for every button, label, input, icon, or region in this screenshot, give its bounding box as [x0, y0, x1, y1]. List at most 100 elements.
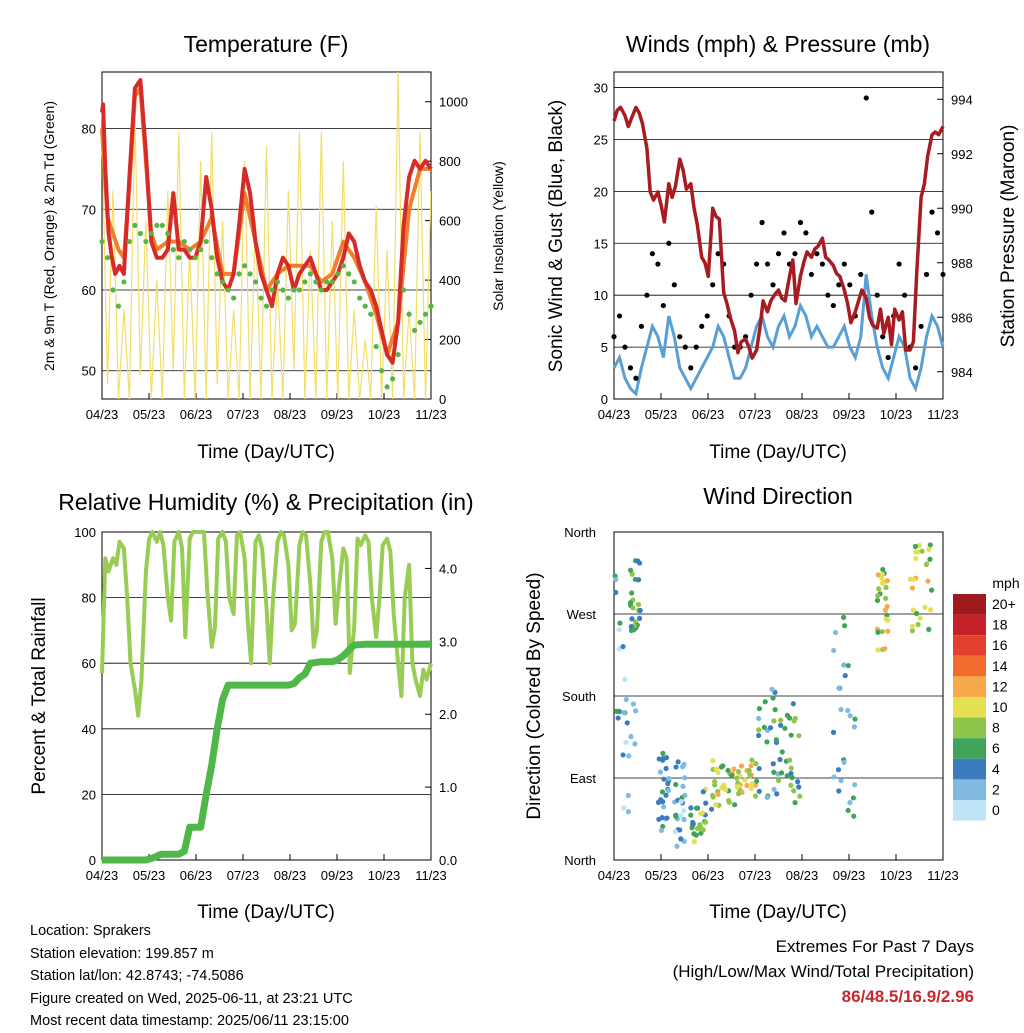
wind-direction-point: [919, 548, 925, 554]
extremes-box: Extremes For Past 7 Days (High/Low/Max W…: [673, 934, 974, 1009]
wind-direction-point: [625, 809, 632, 815]
dewpoint-point: [411, 327, 418, 333]
gust-point: [929, 209, 935, 215]
wind-direction-point: [883, 595, 889, 601]
wind-direction-point: [926, 546, 932, 552]
dewpoint-point: [110, 287, 116, 293]
dewpoint-point: [263, 303, 270, 309]
wind-direction-point: [796, 733, 802, 739]
gust-point: [633, 375, 639, 381]
right-tick-label: 400: [439, 273, 461, 288]
wind-direction-point: [910, 607, 916, 613]
y-tick-label: 30: [594, 81, 608, 96]
sonic-wind-line: [612, 274, 945, 397]
wind-direction-point: [627, 600, 634, 606]
wind-direction-point: [635, 577, 641, 583]
dewpoint-point: [318, 287, 324, 293]
y-tick-label: 0: [89, 853, 96, 868]
gust-point: [764, 261, 771, 267]
wind-direction-point: [879, 571, 885, 577]
wind-direction-point: [876, 586, 882, 592]
wind-direction-point: [712, 779, 718, 785]
wind-direction-point: [779, 749, 785, 755]
dewpoint-point: [417, 319, 423, 325]
dewpoint-point: [296, 287, 302, 293]
wind-direction-point: [756, 727, 762, 733]
wind-direction-point: [735, 783, 741, 789]
dewpoint-point: [99, 238, 105, 245]
y-tick-label: 60: [82, 656, 96, 671]
dewpoint-point: [406, 311, 412, 317]
wind-direction-point: [747, 771, 753, 778]
direction-tick-label: West: [567, 607, 597, 622]
gust-point: [934, 230, 941, 236]
station-info: Location: Sprakers Station elevation: 19…: [30, 920, 353, 1033]
x-tick-label: 06/23: [692, 868, 725, 883]
wind-direction-point: [875, 593, 881, 599]
x-tick-label: 08/23: [274, 407, 307, 422]
wind-direction-point: [659, 789, 666, 795]
x-tick-label: 07/23: [227, 407, 260, 422]
gust-point: [677, 334, 683, 340]
wind-direction-point: [656, 816, 662, 822]
wind-direction-point: [664, 815, 670, 821]
wind-direction-point: [673, 813, 679, 820]
dewpoint-point: [335, 271, 341, 277]
y-tick-label: 10: [594, 288, 608, 303]
wind-direction-point: [831, 774, 837, 780]
wind-direction-point: [852, 716, 858, 722]
total-rainfall-line: [102, 640, 431, 864]
wind-direction-point: [842, 673, 848, 679]
gust-point: [704, 313, 710, 319]
wind-direction-point: [764, 739, 770, 745]
wind-direction-point: [916, 542, 923, 549]
wind-direction-point: [702, 819, 709, 825]
wind-direction-point: [673, 764, 679, 770]
wind-direction-point: [913, 549, 919, 555]
dewpoint-point: [154, 222, 160, 229]
wind-direction-point: [789, 774, 795, 781]
wind-direction-point: [661, 776, 667, 782]
dewpoint-point: [203, 238, 209, 245]
wind-direction-point: [756, 715, 762, 722]
winds-pressure-panel: Winds (mph) & Pressure (mb) Time (Day/UT…: [546, 31, 1019, 463]
wind-direction-point: [665, 780, 671, 787]
gust-point: [699, 323, 705, 329]
dewpoint-point: [187, 247, 193, 253]
wind-direction-point: [771, 786, 777, 793]
wind-direction-point: [732, 802, 738, 808]
wind-direction-point: [875, 572, 881, 578]
dewpoint-point: [148, 230, 154, 237]
direction-tick-label: East: [570, 771, 596, 786]
dewpoint-point: [368, 311, 374, 317]
gust-point: [644, 292, 650, 298]
wind-direction-point: [630, 605, 636, 611]
x-tick-label: 08/23: [786, 868, 819, 883]
wind-direction-point: [691, 839, 698, 845]
dewpoint-point: [269, 287, 275, 293]
dewpoint-point: [351, 279, 357, 285]
wind-direction-point: [688, 805, 694, 811]
right-tick-label: 986: [951, 310, 973, 325]
wind-direction-point: [830, 729, 837, 735]
dewpoint-point: [137, 230, 143, 237]
wind-direction-point: [778, 717, 784, 723]
wind-direction-point: [909, 628, 915, 634]
x-tick-label: 10/23: [368, 868, 401, 883]
wind-direction-point: [841, 614, 847, 620]
wind-direction-point: [764, 794, 770, 801]
wind-direction-point: [836, 788, 842, 794]
dewpoint-point: [357, 295, 363, 301]
wind-direction-point: [637, 607, 643, 614]
legend-label: 6: [992, 740, 1000, 756]
wind-direction-point: [698, 825, 704, 831]
wind-direction-point: [703, 800, 709, 806]
wind-direction-point: [771, 769, 777, 775]
gust-point: [863, 95, 869, 101]
gust-point: [693, 344, 699, 350]
right-tick-label: 984: [951, 365, 973, 380]
wind-direction-point: [680, 783, 686, 790]
right-tick-label: 800: [439, 154, 461, 169]
wind-direction-point: [795, 779, 801, 785]
station-location: Location: Sprakers: [30, 923, 151, 939]
